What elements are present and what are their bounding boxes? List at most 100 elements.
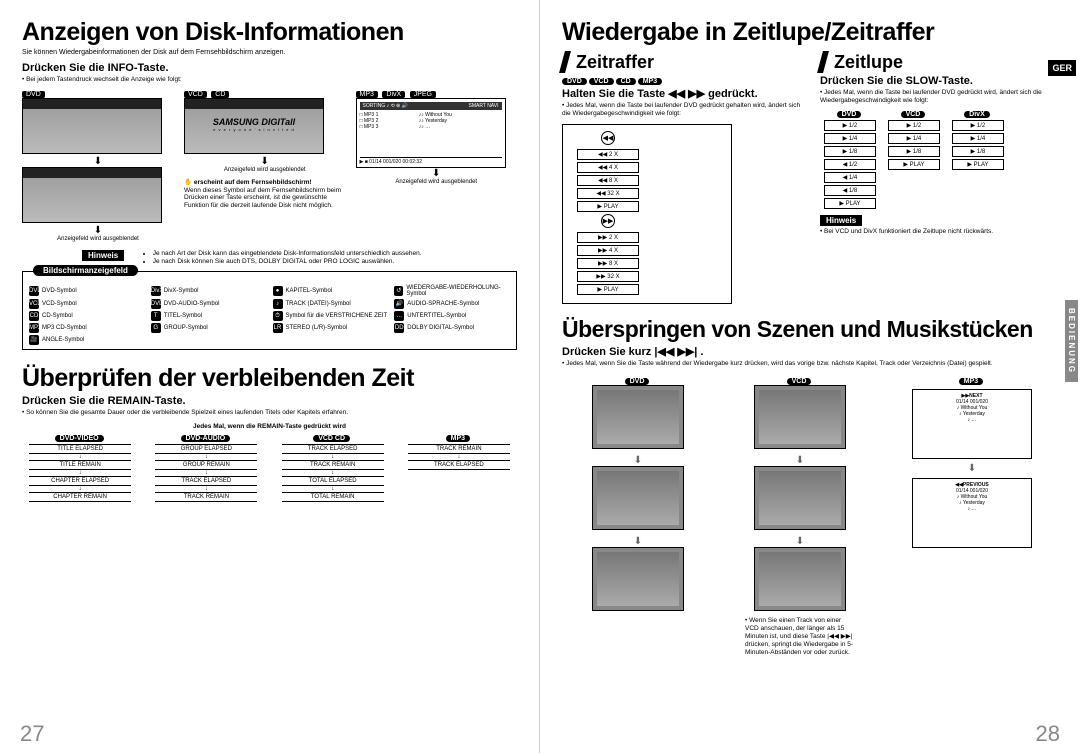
symbol-item: DVDDVD-Symbol	[29, 285, 145, 297]
speed-step: ▶▶ 2 X	[577, 232, 639, 243]
symbol-item: 🎥ANGLE-Symbol	[29, 335, 145, 345]
speed-step: ◀◀ 8 X	[577, 175, 639, 186]
skip-note: • Wenn Sie einen Track von einer VCD ans…	[745, 617, 855, 656]
remain-sub: Jedes Mal, wenn die REMAIN-Taste gedrück…	[22, 423, 517, 431]
arrow-down-icon: ⬇	[356, 168, 518, 179]
lang-badge: GER	[1048, 60, 1076, 76]
tag-divx: DivX	[382, 91, 405, 98]
tag-mp3: MP3	[959, 378, 983, 385]
info-line: Drücken Sie die INFO-Taste.	[22, 62, 517, 74]
page-number-right: 28	[1036, 721, 1060, 747]
symbol-item: DivXDivX-Symbol	[151, 285, 267, 297]
remain-columns: DVD-VIDEOTITLE ELAPSED↓TITLE REMAIN↓CHAP…	[22, 435, 517, 502]
skip-col-dvd: DVD ⬇ ⬇	[583, 375, 693, 656]
skip-h1: Überspringen von Szenen und Musikstücken	[562, 316, 1058, 343]
left-h1: Anzeigen von Disk-Informationen	[22, 18, 517, 47]
symbol-item: ●KAPITEL-Symbol	[273, 285, 389, 297]
slow-col: VCD▶ 1/2▶ 1/4▶ 1/8▶ PLAY	[884, 111, 944, 211]
skip-col-vcd: VCD ⬇ ⬇ • Wenn Sie einen Track von einer…	[745, 375, 855, 656]
speed-step: ◀◀ 2 X	[577, 149, 639, 160]
hinweis-item: Je nach Art der Disk kann das eingeblend…	[153, 250, 433, 258]
col-dvd: DVD ⬇ ⬇ Anzeigefeld wird ausgeblendet	[22, 88, 174, 248]
dvd-thumb-1	[22, 98, 162, 154]
left-h2: Überprüfen der verbleibenden Zeit	[22, 364, 517, 393]
rewind-icon: ◀◀	[601, 131, 615, 145]
symbol-item: LRSTEREO (L/R)-Symbol	[273, 323, 389, 333]
speed-step: ◀◀ 4 X	[577, 162, 639, 173]
symbol-item: GGROUP-Symbol	[151, 323, 267, 333]
right-h1: Wiedergabe in Zeitlupe/Zeitraffer	[562, 18, 1058, 47]
ausblend-1: Anzeigefeld wird ausgeblendet	[22, 236, 174, 242]
symbol-item: DVD AUDIODVD-AUDIO-Symbol	[151, 299, 267, 309]
vcd-thumb: SAMSUNG DIGITall e v e r y o n e ' s i n…	[184, 98, 324, 154]
mp3-prev-box: ◀◀PREVIOUS 01/14 001/020♪ Without You♪ Y…	[912, 478, 1032, 548]
symbol-item: TTITEL-Symbol	[151, 311, 267, 321]
zl-bullet: • Jedes Mal, wenn die Taste bei laufende…	[820, 89, 1058, 105]
remain-col: DVD-AUDIOGROUP ELAPSED↓GROUP REMAIN↓TRAC…	[151, 435, 261, 502]
symbol-item: ♪TRACK (DATEI)-Symbol	[273, 299, 389, 309]
media-tag: VCD	[589, 78, 614, 85]
speed-step: ▶ PLAY	[577, 284, 639, 295]
zeitraffer-title: Zeitraffer	[562, 51, 810, 73]
arrow-down-icon: ⬇	[583, 536, 693, 547]
remain-col: MP3TRACK REMAIN↓TRACK ELAPSED	[404, 435, 514, 502]
mp3-screenshot: SORTING ♪ ⟲ ⊕ 🔊SMART NAVI □ MP3 1□ MP3 2…	[356, 98, 506, 168]
tv-note-body: Wenn dieses Symbol auf dem Fernsehbildsc…	[184, 187, 346, 210]
media-tag: MP3	[638, 78, 662, 85]
symbol-tab: Bildschirmanzeigefeld	[33, 265, 138, 276]
speed-step: ▶ PLAY	[577, 201, 639, 212]
info-bullet: • Bei jedem Tastendruck wechselt die Anz…	[22, 76, 517, 84]
tag-cd: CD	[211, 91, 229, 98]
page-number-left: 27	[20, 721, 44, 747]
hinweis-list: Je nach Art der Disk kann das eingeblend…	[133, 250, 433, 266]
remain-bullet: • So können Sie die gesamte Dauer oder d…	[22, 409, 517, 417]
samsung-logo: SAMSUNG DIGITall	[185, 117, 323, 127]
col-mp3: MP3 DivX JPEG SORTING ♪ ⟲ ⊕ 🔊SMART NAVI …	[356, 88, 518, 248]
page-left: Anzeigen von Disk-Informationen Sie könn…	[0, 0, 540, 753]
tag-dvd: DVD	[22, 91, 45, 98]
arrow-down-icon: ⬇	[22, 156, 174, 167]
speed-step: ◀◀ 32 X	[577, 188, 639, 199]
arrow-down-icon: ⬇	[184, 156, 346, 167]
samsung-sub: e v e r y o n e ' s i n v i t e d	[185, 127, 323, 132]
hinweis-label: Hinweis	[82, 250, 124, 261]
skip-thumb	[754, 385, 846, 449]
remain-title: Drücken Sie die REMAIN-Taste.	[22, 395, 517, 407]
section-tab: BEDIENUNG	[1065, 300, 1078, 382]
col-vcd: VCD CD SAMSUNG DIGITall e v e r y o n e …	[184, 88, 346, 248]
remain-col: VCD CDTRACK ELAPSED↓TRACK REMAIN↓TOTAL E…	[278, 435, 388, 502]
dvd-thumb-2	[22, 167, 162, 223]
symbol-item: VCDVCD-Symbol	[29, 299, 145, 309]
slow-col: DVD▶ 1/2▶ 1/4▶ 1/8◀ 1/2◀ 1/4◀ 1/8▶ PLAY	[820, 111, 880, 211]
speed-box: ◀◀ ◀◀ 2 X ◀◀ 4 X ◀◀ 8 X ◀◀ 32 X ▶ PLAY ▶▶ ▶▶ 2…	[562, 124, 732, 304]
skip-bullet: • Jedes Mal, wenn Sie die Taste während …	[562, 360, 1058, 368]
ausblend-3: Anzeigefeld wird ausgeblendet	[356, 179, 518, 185]
arrow-down-icon: ⬇	[22, 225, 174, 236]
mp3-next-box: ▶▶NEXT 01/14 001/020♪ Without You♪ Yeste…	[912, 389, 1032, 459]
tv-note-title: ✋ erscheint auf dem Fernsehbildschirm!	[184, 179, 346, 187]
speed-step: ▶▶ 32 X	[577, 271, 639, 282]
symbol-item: 🔊AUDIO-SPRACHE-Symbol	[394, 299, 510, 309]
symbol-item: ↺WIEDERGABE-WIEDERHOLUNG-Symbol	[394, 285, 510, 297]
hinweis-item: Je nach Disk können Sie auch DTS, DOLBY …	[153, 258, 433, 266]
arrow-down-icon: ⬇	[745, 536, 855, 547]
skip-thumb	[754, 547, 846, 611]
symbol-item: MP3MP3 CD-Symbol	[29, 323, 145, 333]
arrow-down-icon: ⬇	[583, 455, 693, 466]
hinweis-label: Hinweis	[820, 215, 862, 226]
skip-columns: DVD ⬇ ⬇ VCD ⬇ ⬇ • Wenn Sie einen Track v…	[562, 375, 1058, 656]
skip-thumb	[592, 466, 684, 530]
page-right: GER BEDIENUNG Wiedergabe in Zeitlupe/Zei…	[540, 0, 1080, 753]
zl-hinweis: • Bei VCD und DivX funktioniert die Zeit…	[820, 228, 1058, 236]
left-h1-sub: Sie können Wiedergabeinformationen der D…	[22, 49, 517, 56]
forward-icon: ▶▶	[601, 214, 615, 228]
tag-mp3: MP3	[356, 91, 378, 98]
symbol-table: Bildschirmanzeigefeld DVDDVD-SymbolDivXD…	[22, 271, 517, 350]
ausblend-2: Anzeigefeld wird ausgeblendet	[184, 167, 346, 173]
media-tag: CD	[616, 78, 636, 85]
speed-step: ▶▶ 8 X	[577, 258, 639, 269]
arrow-down-icon: ⬇	[907, 463, 1037, 474]
remain-col: DVD-VIDEOTITLE ELAPSED↓TITLE REMAIN↓CHAP…	[25, 435, 135, 502]
symbol-item: DDDOLBY DIGITAL-Symbol	[394, 323, 510, 333]
col-zeitlupe: Zeitlupe Drücken Sie die SLOW-Taste. • J…	[820, 51, 1058, 304]
